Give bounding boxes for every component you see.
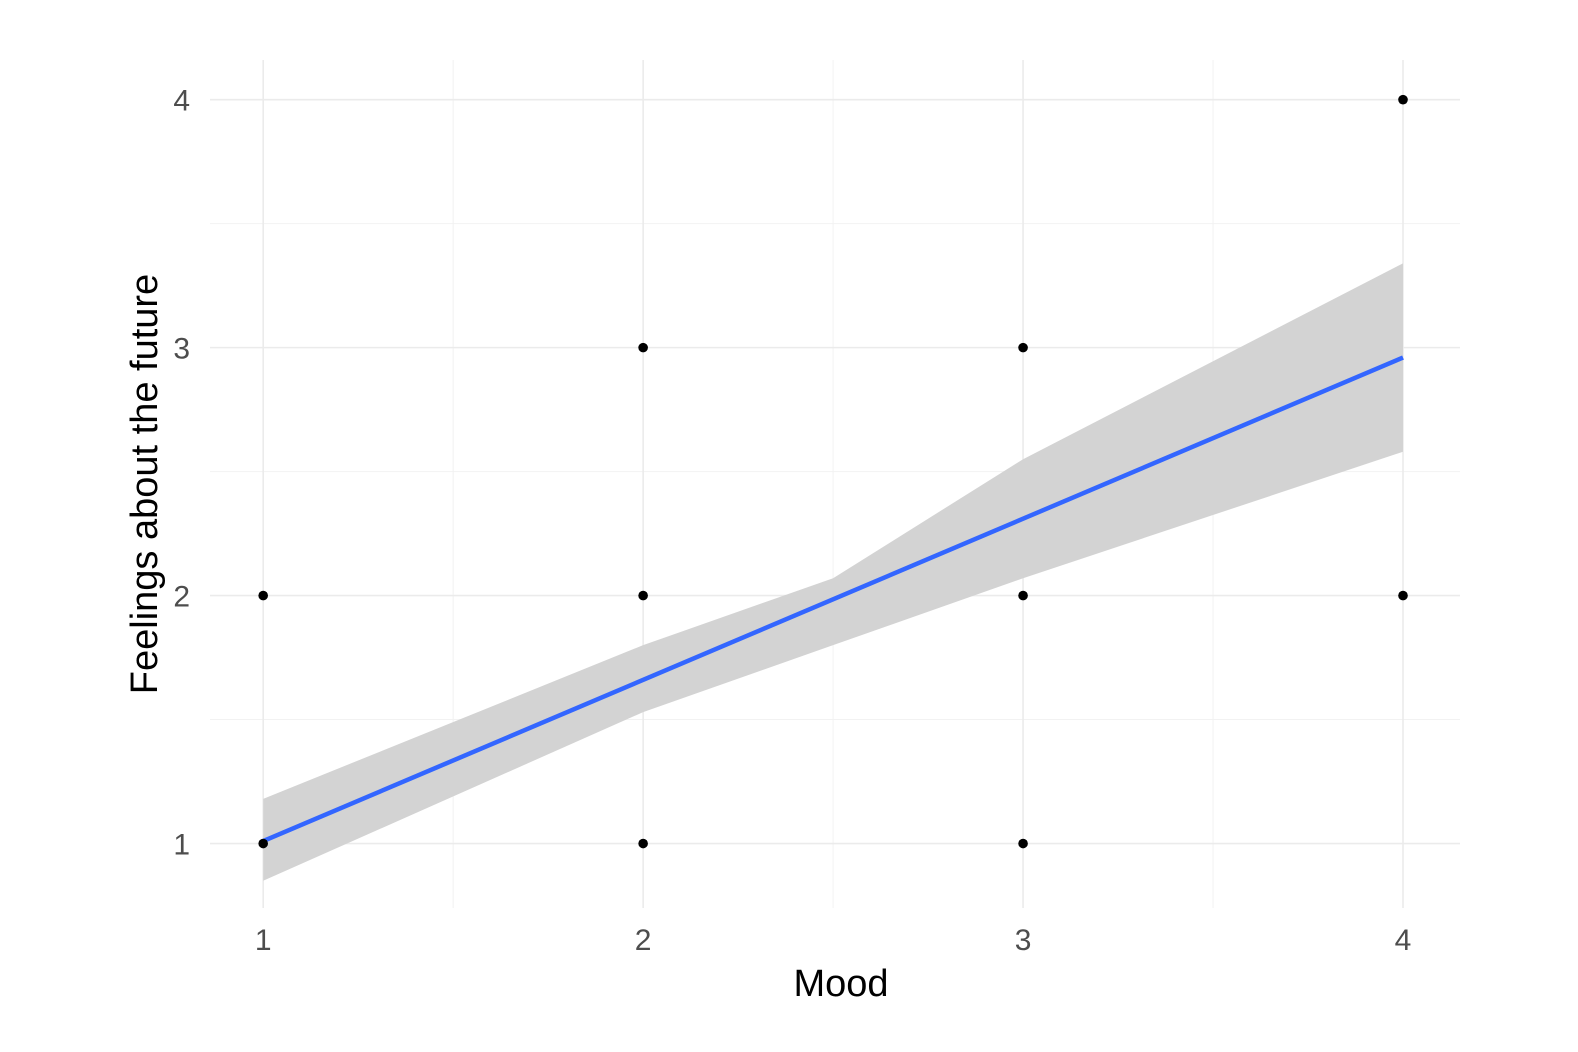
data-point — [1398, 94, 1408, 105]
y-tick-label: 2 — [173, 581, 190, 614]
x-tick-label: 2 — [635, 924, 652, 957]
fit-line-layer — [262, 355, 1404, 844]
x-tick-label: 4 — [1395, 924, 1412, 957]
data-point — [638, 838, 648, 849]
confidence-band — [263, 263, 1404, 881]
data-point — [638, 590, 648, 601]
x-tick-label: 1 — [255, 924, 272, 957]
x-axis-title: Mood — [793, 963, 888, 1005]
data-points — [258, 94, 1408, 849]
data-point — [1398, 590, 1408, 601]
x-tick-label: 3 — [1015, 924, 1032, 957]
data-point — [1018, 342, 1028, 353]
data-point — [258, 590, 268, 601]
data-point — [1018, 590, 1028, 601]
y-tick-label: 1 — [173, 829, 190, 862]
tick-labels: 1 2 3 4 1 2 3 4 — [173, 85, 1411, 957]
data-point — [638, 342, 648, 353]
y-tick-label: 4 — [173, 85, 190, 118]
confidence-band-layer — [263, 263, 1404, 881]
regression-line — [262, 355, 1404, 844]
data-point — [258, 838, 268, 849]
data-point — [1018, 838, 1028, 849]
y-axis-title: Feelings about the future — [124, 274, 166, 694]
y-tick-label: 3 — [173, 333, 190, 366]
